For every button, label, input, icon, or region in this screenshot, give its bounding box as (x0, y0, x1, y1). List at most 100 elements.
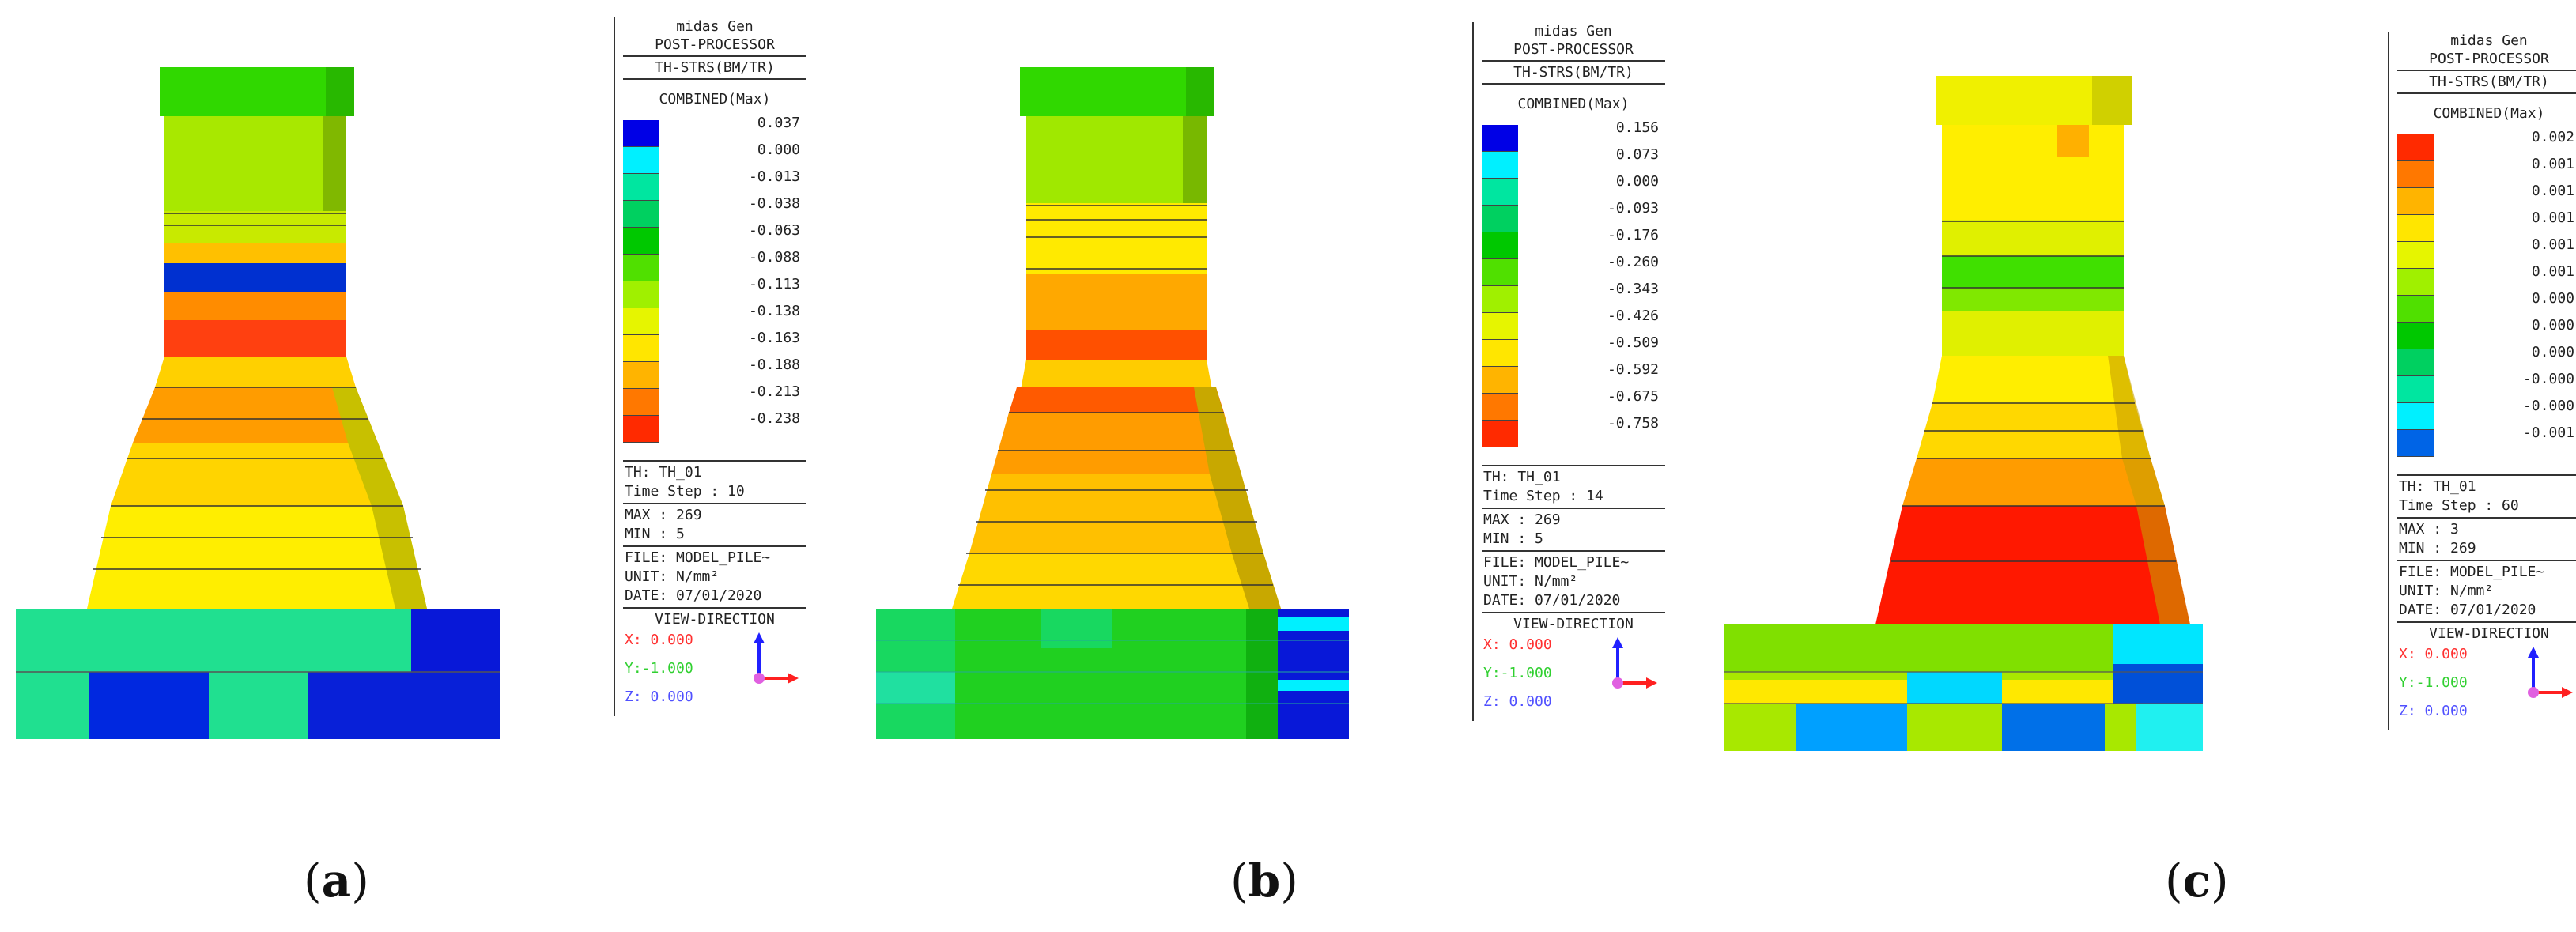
scale-value-label: -0.592 (1607, 361, 1659, 378)
legend-result: TH-STRS(BM/TR) (655, 59, 775, 76)
legend-b: midas Gen POST-PROCESSOR TH-STRS(BM/TR) … (1472, 22, 1665, 721)
file-label: FILE: MODEL_PILE~ (2399, 564, 2545, 580)
scale-value-label: 0.002 (2531, 129, 2574, 145)
min-label: MIN : 5 (625, 526, 685, 542)
scale-value-label: 0.000 (757, 141, 800, 158)
legend-component: COMBINED(Max) (2433, 105, 2545, 122)
scale-swatch (2397, 349, 2434, 376)
scale-value-label: -0.176 (1607, 227, 1659, 243)
view-direction-label: VIEW-DIRECTION (1513, 616, 1634, 632)
th-label: TH: TH_01 (625, 464, 702, 481)
scale-swatch (623, 147, 659, 174)
scale-swatch (2397, 403, 2434, 430)
scale-value-label: -0.509 (1607, 334, 1659, 351)
legend-component: COMBINED(Max) (659, 91, 771, 108)
scale-swatch (2397, 430, 2434, 457)
scale-value-label: -0.188 (748, 357, 800, 373)
scale-value-label: -0.038 (748, 195, 800, 212)
color-scale-bar (623, 120, 659, 443)
axis-triad-icon (754, 632, 799, 684)
scale-value-label: 0.000 (1615, 173, 1659, 190)
scale-value-label: -0.238 (748, 410, 800, 427)
date-label: DATE: 07/01/2020 (2399, 602, 2536, 618)
scale-swatch (623, 281, 659, 308)
scale-value-label: 0.001 (2531, 263, 2574, 280)
scale-value-label: 0.000 (2531, 317, 2574, 334)
axis-triad-icon (2528, 647, 2573, 698)
scale-swatch (1482, 125, 1518, 152)
scale-value-label: 0.037 (757, 115, 800, 131)
legend-result: TH-STRS(BM/TR) (1513, 64, 1634, 81)
x-direction: X: 0.000 (2399, 646, 2468, 662)
model-view-b (876, 67, 1349, 739)
th-label: TH: TH_01 (2399, 478, 2476, 495)
min-label: MIN : 269 (2399, 540, 2476, 557)
scale-swatch (623, 389, 659, 416)
scale-swatch (1482, 421, 1518, 447)
caption-a: (a) (304, 854, 369, 907)
x-direction: X: 0.000 (1483, 636, 1552, 653)
scale-swatch (623, 362, 659, 389)
time-step: Time Step : 14 (1483, 488, 1603, 504)
x-direction: X: 0.000 (625, 632, 693, 648)
scale-swatch (2397, 296, 2434, 323)
scale-swatch (1482, 179, 1518, 206)
max-label: MAX : 269 (1483, 511, 1561, 528)
scale-swatch (1482, 232, 1518, 259)
y-direction: Y:-1.000 (2399, 674, 2468, 691)
panel-b: midas Gen POST-PROCESSOR TH-STRS(BM/TR) … (859, 0, 1717, 932)
color-scale-a: 0.037 0.000 -0.013 -0.038 -0.063 -0.088 -0.113… (623, 115, 806, 458)
scale-swatch (1482, 313, 1518, 340)
min-label: MIN : 5 (1483, 530, 1543, 547)
z-direction: Z: 0.000 (2399, 703, 2468, 719)
scale-swatch (623, 255, 659, 281)
y-direction: Y:-1.000 (625, 660, 693, 677)
z-direction: Z: 0.000 (1483, 693, 1552, 710)
scale-value-label: -0.163 (748, 330, 800, 346)
scale-value-label: 0.073 (1615, 146, 1659, 163)
color-scale-b: 0.156 0.073 0.000 -0.093 -0.176 -0.260 -0.343 -… (1482, 120, 1665, 463)
legend-c: midas Gen POST-PROCESSOR TH-STRS(BM/TR) … (2388, 32, 2576, 730)
caption-b: (b) (1230, 854, 1298, 907)
max-label: MAX : 3 (2399, 521, 2459, 538)
legend-module: POST-PROCESSOR (2429, 51, 2549, 67)
scale-swatch (623, 120, 659, 147)
scale-value-label: -0.675 (1607, 388, 1659, 405)
scale-value-label: -0.343 (1607, 281, 1659, 297)
view-direction-label: VIEW-DIRECTION (655, 611, 775, 628)
scale-value-label: -0.758 (1607, 415, 1659, 432)
caption-c: (c) (2165, 854, 2229, 907)
scale-swatch (1482, 367, 1518, 394)
scale-swatch (2397, 134, 2434, 161)
scale-swatch (2397, 323, 2434, 349)
scale-value-label: -0.426 (1607, 308, 1659, 324)
scale-value-label: -0.063 (748, 222, 800, 239)
scale-swatch (2397, 269, 2434, 296)
legend-app: midas Gen (676, 18, 754, 35)
legend-module: POST-PROCESSOR (655, 36, 775, 53)
unit-label: UNIT: N/mm² (625, 568, 720, 585)
scale-swatch (2397, 161, 2434, 188)
color-scale-c: 0.002 0.001 0.001 0.001 0.001 0.001 0.000 0.000… (2397, 130, 2576, 473)
legend-app: midas Gen (1535, 23, 1612, 40)
time-step: Time Step : 10 (625, 483, 745, 500)
scale-value-label: 0.001 (2531, 236, 2574, 253)
model-view-c (1724, 76, 2203, 751)
model-view-a (16, 67, 500, 739)
scale-value-label: -0.113 (748, 276, 800, 292)
scale-value-label: 0.000 (2531, 344, 2574, 360)
scale-swatch (1482, 394, 1518, 421)
legend-app: midas Gen (2450, 32, 2528, 49)
scale-value-label: 0.001 (2531, 209, 2574, 226)
scale-swatch (2397, 242, 2434, 269)
scale-value-label: -0.093 (1607, 200, 1659, 217)
panel-a: midas Gen POST-PROCESSOR TH-STRS(BM/TR) … (0, 0, 859, 932)
color-scale-bar (1482, 125, 1518, 447)
file-label: FILE: MODEL_PILE~ (625, 549, 771, 566)
scale-swatch (1482, 152, 1518, 179)
max-label: MAX : 269 (625, 507, 702, 523)
scale-value-label: -0.000 (2522, 371, 2574, 387)
scale-swatch (1482, 259, 1518, 286)
panel-c: midas Gen POST-PROCESSOR TH-STRS(BM/TR) … (1717, 0, 2576, 932)
axis-triad-icon (1612, 637, 1657, 689)
